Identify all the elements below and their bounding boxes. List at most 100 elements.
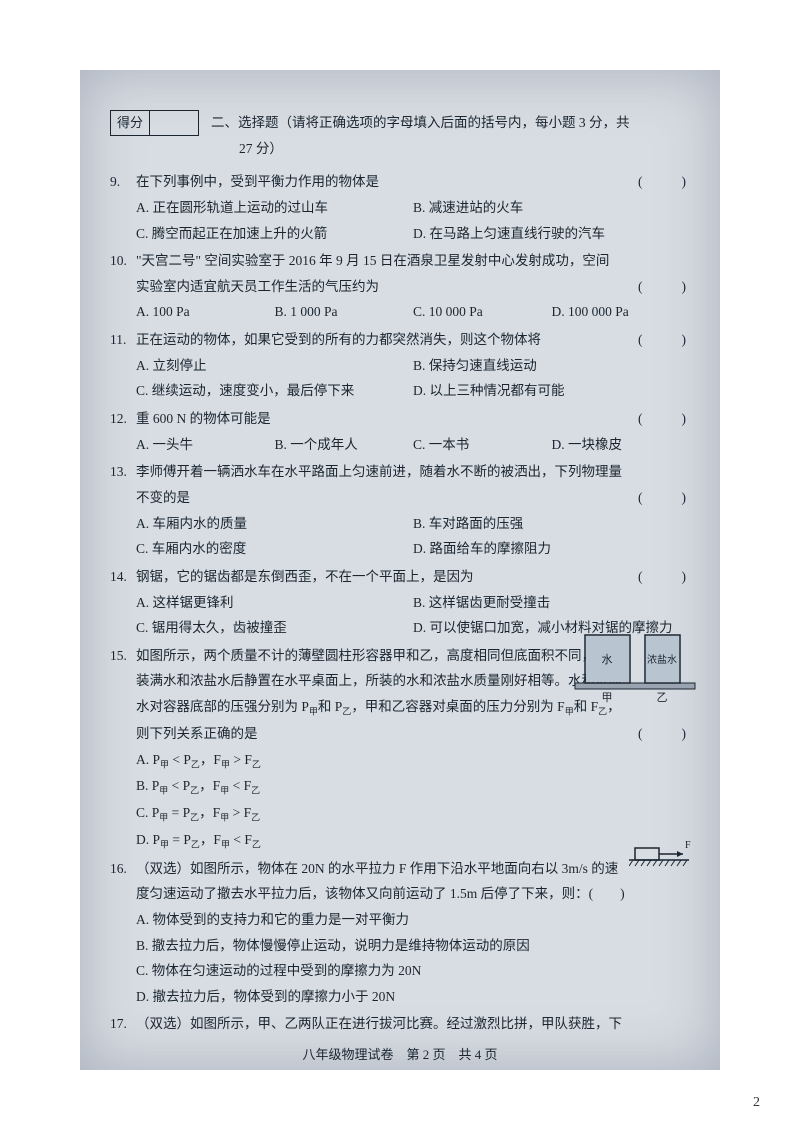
section-header-line2: 27 分） xyxy=(211,141,283,156)
q15b-2: < P xyxy=(168,778,190,793)
q15-stem4-row: 则下列关系正确的是 ( ) xyxy=(110,721,690,747)
q15-stem4: 则下列关系正确的是 xyxy=(136,726,258,741)
q13-stem2-row: 不变的是 ( ) xyxy=(110,485,690,511)
q13-num: 13. xyxy=(110,459,136,485)
question-13: 13.李师傅开着一辆洒水车在水平路面上匀速前进，随着水不断的被洒出，下列物理量 xyxy=(110,459,690,485)
q10-d: D. 100 000 Pa xyxy=(552,299,691,325)
q10-num: 10. xyxy=(110,248,136,274)
q15a-s2: 乙 xyxy=(191,759,200,769)
q15b-s3: 甲 xyxy=(220,786,229,796)
q15-sub4: 乙 xyxy=(598,707,607,717)
q12-a: A. 一头牛 xyxy=(136,432,275,458)
q10-stem2-row: 实验室内适宜航天员工作生活的气压约为 ( ) xyxy=(110,274,690,300)
q11-options: A. 立刻停止 B. 保持匀速直线运动 C. 继续运动，速度变小，最后停下来 D… xyxy=(110,353,690,404)
q15-sub1: 甲 xyxy=(309,707,318,717)
q11-d: D. 以上三种情况都有可能 xyxy=(413,378,690,404)
q9-stem: 在下列事例中，受到平衡力作用的物体是 xyxy=(136,174,379,189)
q13-b: B. 车对路面的压强 xyxy=(413,511,690,537)
q16-c: C. 物体在匀速运动的过程中受到的摩擦力为 20N xyxy=(110,958,690,984)
score-box: 得分 xyxy=(110,110,199,136)
q14-a: A. 这样锯更锋利 xyxy=(136,590,413,616)
q12-paren: ( ) xyxy=(638,406,690,432)
q15-opt-a: A. P甲 < P乙，F甲 > F乙 xyxy=(110,747,690,774)
q15b-1: B. P xyxy=(136,778,159,793)
q14-num: 14. xyxy=(110,564,136,590)
q16-stem1: （双选）如图所示，物体在 20N 的水平拉力 F 作用下沿水平地面向右以 3m/… xyxy=(136,861,618,876)
q15d-3: ，F xyxy=(200,832,221,847)
q9-options: A. 正在圆形轨道上运动的过山车 B. 减速进站的火车 C. 腾空而起正在加速上… xyxy=(110,195,690,246)
q15d-s4: 乙 xyxy=(252,840,261,850)
q11-paren: ( ) xyxy=(638,327,690,353)
q12-d: D. 一块橡皮 xyxy=(552,432,691,458)
question-14: 14.钢锯，它的锯齿都是东倒西歪，不在一个平面上，是因为 ( ) xyxy=(110,564,690,590)
question-10: 10."天宫二号" 空间实验室于 2016 年 9 月 15 日在酒泉卫星发射中… xyxy=(110,248,690,274)
q10-c: C. 10 000 Pa xyxy=(413,299,552,325)
q13-paren: ( ) xyxy=(638,485,690,511)
score-blank xyxy=(150,111,198,135)
q10-paren: ( ) xyxy=(638,274,690,300)
q15-sub3: 甲 xyxy=(565,707,574,717)
section-header-row: 得分 二、选择题（请将正确选项的字母填入后面的括号内，每小题 3 分，共 27 … xyxy=(110,110,690,161)
question-11: 11.正在运动的物体，如果它受到的所有的力都突然消失，则这个物体将 ( ) xyxy=(110,327,690,353)
q16-d: D. 撤去拉力后，物体受到的摩擦力小于 20N xyxy=(110,984,690,1010)
q15b-s4: 乙 xyxy=(251,786,260,796)
q15c-1: C. P xyxy=(136,805,159,820)
q9-paren: ( ) xyxy=(638,169,690,195)
q10-stem2: 实验室内适宜航天员工作生活的气压约为 xyxy=(136,279,379,294)
q15-paren: ( ) xyxy=(638,721,690,747)
q9-b: B. 减速进站的火车 xyxy=(413,195,690,221)
q13-stem1: 李师傅开着一辆洒水车在水平路面上匀速前进，随着水不断的被洒出，下列物理量 xyxy=(136,464,622,479)
question-12: 12.重 600 N 的物体可能是 ( ) xyxy=(110,406,690,432)
q15d-4: < F xyxy=(230,832,252,847)
section-header-text: 二、选择题（请将正确选项的字母填入后面的括号内，每小题 3 分，共 27 分） xyxy=(211,110,630,161)
q16-diagram: F xyxy=(629,838,695,868)
q13-stem2: 不变的是 xyxy=(136,490,190,505)
q15-stem3c: ，甲和乙容器对桌面的压力分别为 F xyxy=(351,699,564,714)
q15-stem3: 水对容器底部的压强分别为 P xyxy=(136,699,309,714)
q11-c: C. 继续运动，速度变小，最后停下来 xyxy=(136,378,413,404)
q13-options: A. 车厢内水的质量 B. 车对路面的压强 C. 车厢内水的密度 D. 路面给车… xyxy=(110,511,690,562)
question-16: 16.（双选）如图所示，物体在 20N 的水平拉力 F 作用下沿水平地面向右以 … xyxy=(110,856,690,882)
q10-b: B. 1 000 Pa xyxy=(275,299,414,325)
q15-opt-d: D. P甲 = P乙，F甲 < F乙 xyxy=(110,827,690,854)
q15c-4: > F xyxy=(229,805,251,820)
q9-d: D. 在马路上匀速直线行驶的汽车 xyxy=(413,221,690,247)
q15-opt-b: B. P甲 < P乙，F甲 < F乙 xyxy=(110,773,690,800)
q16-stem2: 度匀速运动了撤去水平拉力后，该物体又向前运动了 1.5m 后停了下来，则：( ) xyxy=(110,881,690,907)
question-17: 17.（双选）如图所示，甲、乙两队正在进行拔河比赛。经过激烈比拼，甲队获胜，下 xyxy=(110,1011,690,1037)
q15d-1: D. P xyxy=(136,832,160,847)
q15c-s1: 甲 xyxy=(159,813,168,823)
q15d-2: = P xyxy=(169,832,191,847)
q15c-s4: 乙 xyxy=(251,813,260,823)
exam-page: 得分 二、选择题（请将正确选项的字母填入后面的括号内，每小题 3 分，共 27 … xyxy=(80,70,720,1070)
q16-a: A. 物体受到的支持力和它的重力是一对平衡力 xyxy=(110,907,690,933)
q15d-s1: 甲 xyxy=(160,840,169,850)
q15a-3: ，F xyxy=(200,752,221,767)
q15d-s2: 乙 xyxy=(191,840,200,850)
q17-num: 17. xyxy=(110,1011,136,1037)
q11-a: A. 立刻停止 xyxy=(136,353,413,379)
q14-b: B. 这样锯齿更耐受撞击 xyxy=(413,590,690,616)
q15c-s2: 乙 xyxy=(190,813,199,823)
q12-c: C. 一本书 xyxy=(413,432,552,458)
q15-sub2: 乙 xyxy=(342,707,351,717)
q12-num: 12. xyxy=(110,406,136,432)
q15a-s3: 甲 xyxy=(221,759,230,769)
q15a-2: < P xyxy=(169,752,191,767)
q15-fig-water: 水 xyxy=(602,653,613,666)
q9-c: C. 腾空而起正在加速上升的火箭 xyxy=(136,221,413,247)
q11-stem: 正在运动的物体，如果它受到的所有的力都突然消失，则这个物体将 xyxy=(136,332,541,347)
section-header-line1: 二、选择题（请将正确选项的字母填入后面的括号内，每小题 3 分，共 xyxy=(211,115,630,130)
q15-stem3b: 和 P xyxy=(318,699,342,714)
q12-options: A. 一头牛 B. 一个成年人 C. 一本书 D. 一块橡皮 xyxy=(110,432,690,458)
q15a-4: > F xyxy=(230,752,252,767)
q15-diagram: 水 浓盐水 甲 乙 xyxy=(570,625,700,705)
q9-num: 9. xyxy=(110,169,136,195)
q15b-4: < F xyxy=(229,778,251,793)
q15d-s3: 甲 xyxy=(221,840,230,850)
q15c-2: = P xyxy=(168,805,190,820)
q15b-s2: 乙 xyxy=(190,786,199,796)
q15c-s3: 甲 xyxy=(220,813,229,823)
outer-page-number: 2 xyxy=(753,1095,760,1111)
q15c-3: ，F xyxy=(199,805,220,820)
